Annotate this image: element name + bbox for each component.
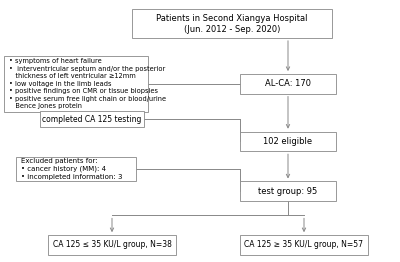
Text: Excluded patients for:
• cancer history (MM): 4
• incompleted information: 3: Excluded patients for: • cancer history …	[21, 158, 122, 180]
FancyBboxPatch shape	[240, 74, 336, 94]
FancyBboxPatch shape	[240, 132, 336, 151]
Text: CA 125 ≤ 35 KU/L group, N=38: CA 125 ≤ 35 KU/L group, N=38	[52, 241, 172, 249]
Text: 102 eligible: 102 eligible	[264, 137, 312, 146]
FancyBboxPatch shape	[132, 9, 332, 38]
Text: CA 125 ≥ 35 KU/L group, N=57: CA 125 ≥ 35 KU/L group, N=57	[244, 241, 364, 249]
FancyBboxPatch shape	[16, 157, 136, 181]
FancyBboxPatch shape	[240, 181, 336, 201]
FancyBboxPatch shape	[4, 56, 148, 112]
Text: test group: 95: test group: 95	[258, 187, 318, 196]
Text: Patients in Second Xiangya Hospital
(Jun. 2012 - Sep. 2020): Patients in Second Xiangya Hospital (Jun…	[156, 14, 308, 34]
FancyBboxPatch shape	[240, 235, 368, 255]
FancyBboxPatch shape	[40, 111, 144, 127]
Text: • symptoms of heart failure
•  interventricular septum and/or the posterior
   t: • symptoms of heart failure • interventr…	[9, 58, 166, 109]
Text: AL-CA: 170: AL-CA: 170	[265, 79, 311, 88]
FancyBboxPatch shape	[48, 235, 176, 255]
Text: completed CA 125 testing: completed CA 125 testing	[42, 115, 142, 124]
